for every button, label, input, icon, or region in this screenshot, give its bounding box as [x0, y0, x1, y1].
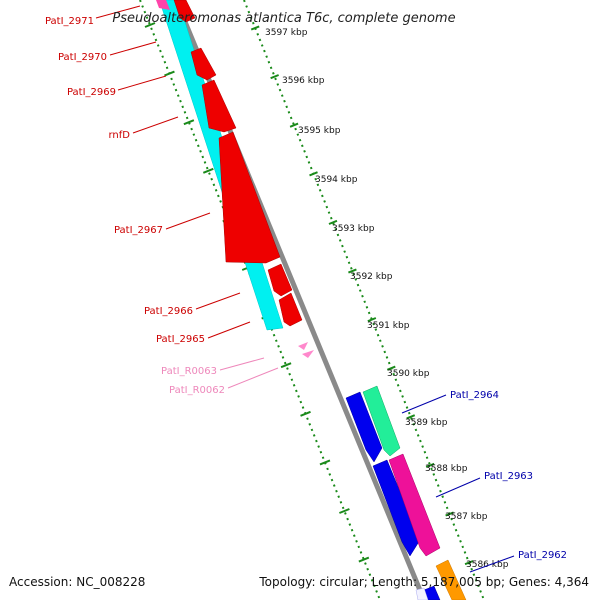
gene-pink-top[interactable]: [156, 0, 170, 10]
tick-mark: [280, 362, 292, 369]
tick-mark: [202, 167, 214, 174]
leader-line: [95, 5, 141, 19]
gene-white-tip: [415, 587, 429, 600]
tick-mark: [339, 508, 350, 514]
leader-line: [117, 75, 167, 91]
tick-mark: [358, 556, 370, 563]
leader-line: [469, 555, 515, 573]
gene-patl-r0062[interactable]: [302, 350, 314, 358]
leader-line: [195, 292, 241, 310]
gene-blue-2[interactable]: [372, 459, 421, 557]
leader-line: [219, 357, 265, 371]
gene-label[interactable]: PatI_2963: [484, 471, 533, 482]
kbp-label: 3586 kbp: [466, 560, 509, 570]
tick-mark: [445, 511, 454, 517]
gene-label[interactable]: PatI_R0062: [169, 385, 225, 396]
kbp-label: 3587 kbp: [445, 512, 488, 522]
leader-line: [207, 321, 251, 339]
map-title: Pseudoalteromonas atlantica T6c, complet…: [112, 11, 455, 26]
gene-green[interactable]: [362, 385, 401, 457]
gene-patl-2971[interactable]: [173, 0, 196, 23]
gene-label[interactable]: PatI_2965: [156, 334, 205, 345]
tick-mark: [386, 365, 396, 371]
tick-mark: [250, 25, 260, 31]
tick-mark: [144, 22, 156, 28]
gene-blue-1[interactable]: [345, 391, 383, 463]
kbp-label: 3597 kbp: [265, 28, 308, 38]
gene-label[interactable]: PatI_2971: [45, 16, 94, 27]
kbp-label: 3593 kbp: [332, 224, 375, 234]
kbp-label: 3591 kbp: [367, 321, 410, 331]
gene-patl-2970[interactable]: [190, 47, 217, 81]
accession-label: Accession: NC_008228: [9, 575, 145, 589]
leader-line: [227, 367, 279, 389]
tick-mark: [328, 219, 338, 225]
tick-mark: [289, 122, 299, 128]
kbp-label: 3594 kbp: [315, 175, 358, 185]
right-gene-labels: PatI_2964 PatI_2963 PatI_2962: [450, 390, 567, 561]
kbp-label: 3595 kbp: [298, 126, 341, 136]
gene-label[interactable]: PatI_2969: [67, 87, 116, 98]
left-gene-labels: PatI_2971 PatI_2970 PatI_2969 rnfD PatI_…: [45, 16, 225, 396]
red-genes: [173, 0, 303, 327]
leader-line: [165, 212, 211, 230]
gene-label[interactable]: PatI_2966: [144, 306, 193, 317]
tick-mark: [367, 317, 377, 323]
gene-orange[interactable]: [435, 559, 467, 600]
right-major-ticks: [250, 25, 474, 566]
gene-label[interactable]: PatI_2967: [114, 225, 163, 236]
tick-mark: [319, 459, 331, 466]
leader-line: [401, 394, 447, 414]
kbp-label: 3592 kbp: [350, 272, 393, 282]
tick-mark: [464, 560, 474, 566]
gene-label[interactable]: PatI_2964: [450, 390, 499, 401]
gene-magenta[interactable]: [388, 453, 441, 557]
gene-label[interactable]: PatI_R0063: [161, 366, 217, 377]
right-leader-lines: [401, 394, 515, 573]
gene-label[interactable]: PatI_2962: [518, 550, 567, 561]
leader-line: [109, 41, 157, 56]
kbp-label: 3589 kbp: [405, 418, 448, 428]
leader-line: [132, 116, 179, 134]
gene-patl-2967[interactable]: [267, 263, 293, 297]
tick-mark: [309, 171, 318, 177]
kbp-label: 3596 kbp: [282, 76, 325, 86]
gene-patl-r0063[interactable]: [298, 342, 308, 350]
tick-mark: [270, 74, 280, 80]
kbp-label: 3588 kbp: [425, 464, 468, 474]
tick-mark: [300, 410, 311, 417]
gene-rnfd[interactable]: [218, 131, 281, 264]
gene-patl-2966[interactable]: [278, 292, 303, 327]
tick-mark: [164, 70, 175, 77]
tick-mark: [406, 414, 416, 420]
tick-mark: [425, 462, 435, 468]
genome-summary: Topology: circular; Length: 5,187,005 bp…: [258, 575, 589, 589]
gene-patl-2969[interactable]: [201, 79, 237, 133]
kbp-labels: 3597 kbp 3596 kbp 3595 kbp 3594 kbp 3593…: [265, 28, 509, 570]
gene-label[interactable]: rnfD: [109, 130, 131, 141]
tick-mark: [183, 119, 195, 126]
leader-line: [435, 477, 481, 498]
kbp-label: 3590 kbp: [387, 369, 430, 379]
tick-mark: [348, 268, 357, 274]
gene-label[interactable]: PatI_2970: [58, 52, 107, 63]
left-leader-lines: [95, 5, 279, 389]
